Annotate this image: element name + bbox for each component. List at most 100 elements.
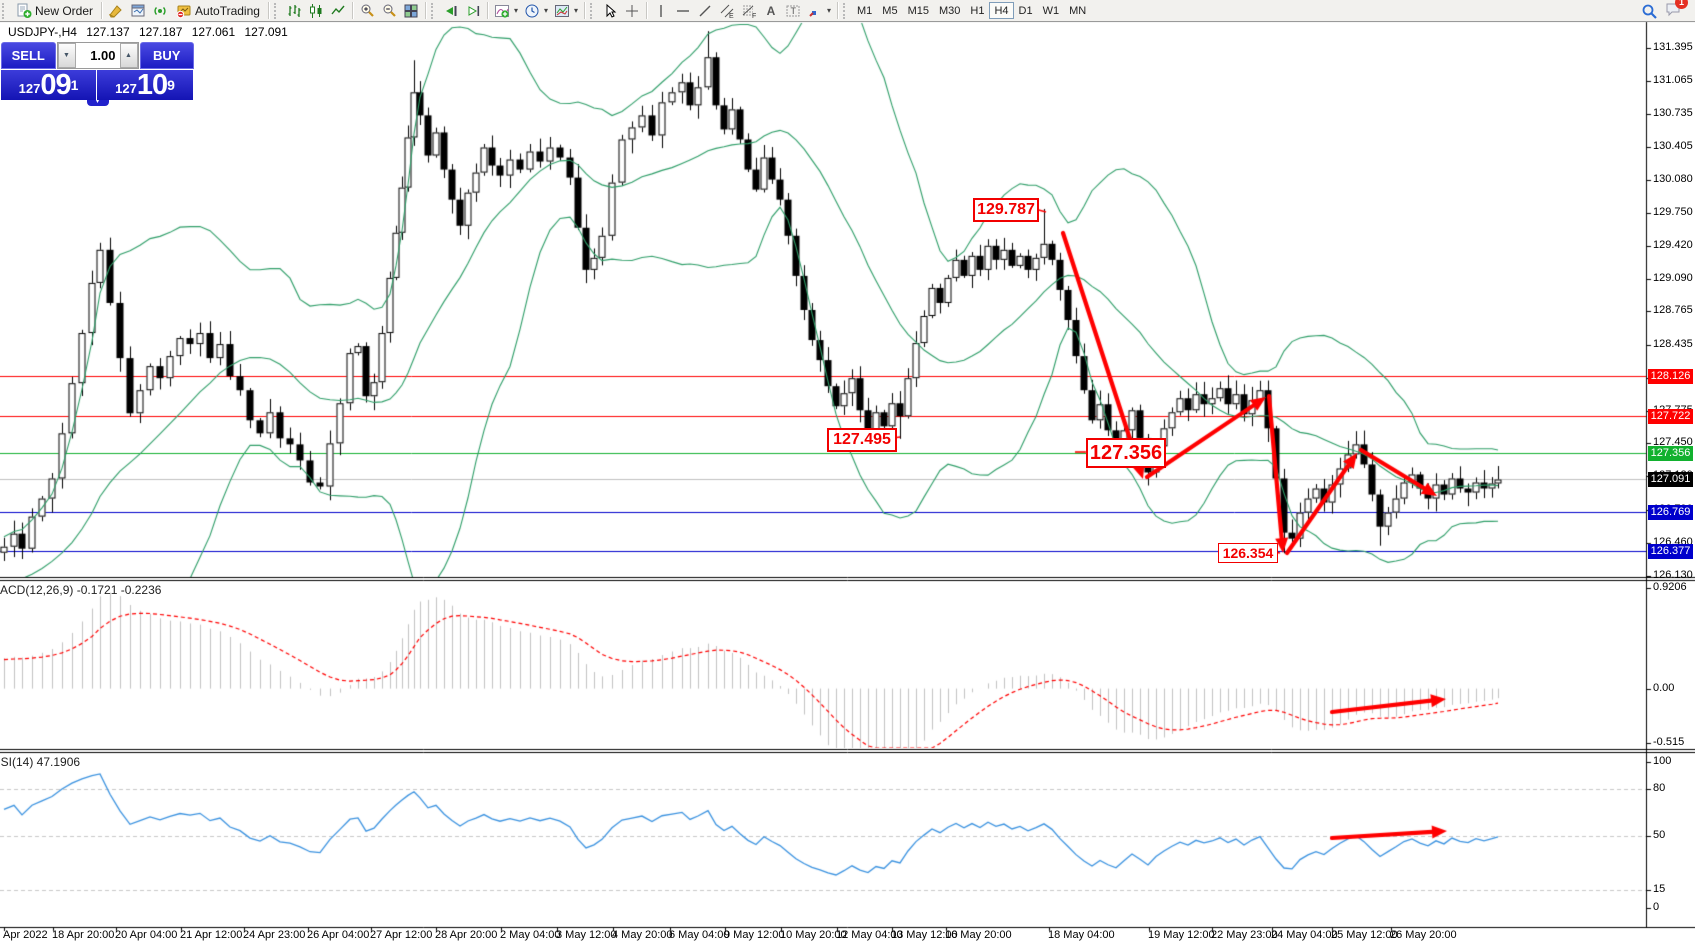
sell-price-small: 127 [18, 81, 41, 96]
price-annotation[interactable]: 129.787 [973, 198, 1039, 222]
price-level-tag[interactable]: 126.769 [1648, 504, 1693, 520]
arrow-shapes-icon [807, 3, 823, 19]
rsi-axis-tick: 100 [1653, 755, 1672, 767]
date-axis-label: 3 May 12:00 [556, 929, 617, 941]
date-axis-label: 16 May 20:00 [945, 929, 1012, 941]
cursor-button[interactable] [599, 1, 621, 20]
indicators-caret: ▾ [513, 6, 518, 15]
fibonacci-button[interactable]: F [738, 1, 760, 20]
one-click-collapse-handle[interactable]: ▾ [86, 99, 109, 106]
auto-scroll-icon [443, 3, 459, 19]
new-order-button[interactable]: New Order [11, 1, 98, 20]
new-order-icon [16, 3, 32, 19]
notification-badge: 1 [1675, 0, 1688, 9]
trendline-button[interactable] [694, 1, 716, 20]
timeframe-button-H1[interactable]: H1 [965, 2, 989, 19]
price-level-tag[interactable]: 127.722 [1648, 409, 1693, 425]
autotrading-button[interactable]: AutoTrading [171, 1, 265, 20]
volume-increase-button[interactable]: ▲ [119, 43, 138, 68]
price-annotation[interactable]: 126.354 [1218, 543, 1278, 563]
price-level-tag[interactable]: 128.126 [1648, 368, 1693, 384]
timeframe-button-M1[interactable]: M1 [852, 2, 877, 19]
rsi-label: RSI(14) 47.1906 [0, 755, 81, 769]
volume-decrease-button[interactable]: ▼ [57, 43, 76, 68]
arrow-shapes-button[interactable]: ▾ [804, 1, 834, 20]
templates-button[interactable]: ▾ [551, 1, 581, 20]
timeframe-button-M15[interactable]: M15 [903, 2, 934, 19]
text-button[interactable]: A [760, 1, 782, 20]
data-window-button[interactable] [149, 1, 171, 20]
current-price-tag: 127.091 [1648, 472, 1693, 488]
price-level-tag[interactable]: 126.377 [1648, 544, 1693, 559]
price-axis-tick: 130.405 [1653, 139, 1693, 152]
bar-chart-icon [286, 3, 302, 19]
new-chart-icon [108, 3, 124, 19]
date-axis-label: 22 May 23:00 [1211, 929, 1278, 941]
profiles-icon [130, 3, 146, 19]
sell-button[interactable]: SELL [1, 42, 56, 69]
crosshair-button[interactable] [621, 1, 643, 20]
text-label-button[interactable]: T [782, 1, 804, 20]
cursor-icon [602, 3, 618, 19]
buy-price[interactable]: 127 10 9 [97, 70, 193, 100]
price-axis-tick: 127.450 [1653, 436, 1693, 449]
buy-button[interactable]: BUY [139, 42, 194, 69]
text-label-icon: T [785, 3, 801, 19]
toolbar: New Order AutoTrading [0, 0, 1695, 22]
price-axis-tick: 128.435 [1653, 337, 1693, 350]
price-axis-tick: 130.735 [1653, 106, 1693, 119]
vertical-line-button[interactable] [650, 1, 672, 20]
crosshair-icon [624, 3, 640, 19]
date-axis-label: 24 May 04:00 [1271, 929, 1338, 941]
volume-input[interactable] [75, 43, 120, 68]
price-axis-tick: 128.765 [1653, 304, 1693, 317]
symbol-period: USDJPY-,H4 [8, 25, 77, 39]
rsi-axis-tick: 50 [1653, 829, 1666, 841]
timeframe-button-H4[interactable]: H4 [989, 2, 1014, 19]
indicators-button[interactable]: ▾ [491, 1, 521, 20]
horizontal-line-button[interactable] [672, 1, 694, 20]
timeframe-button-W1[interactable]: W1 [1038, 2, 1065, 19]
rsi-axis-tick: 80 [1653, 782, 1666, 794]
chart-shift-button[interactable] [462, 1, 484, 20]
rsi-axis-tick: 0 [1653, 901, 1660, 913]
timeframe-button-MN[interactable]: MN [1064, 2, 1091, 19]
search-icon[interactable] [1641, 3, 1657, 19]
equidistant-channel-button[interactable]: E [716, 1, 738, 20]
buy-price-big: 10 [136, 69, 168, 101]
price-level-tag[interactable]: 127.356 [1648, 445, 1693, 461]
notifications-button[interactable]: 1 [1665, 0, 1688, 20]
timeframe-button-M30[interactable]: M30 [934, 2, 965, 19]
date-axis-label: 6 May 04:00 [669, 929, 730, 941]
ohlc-low: 127.061 [191, 25, 236, 39]
sell-price-big: 09 [40, 69, 71, 101]
autotrading-label: AutoTrading [195, 3, 260, 18]
chart-ohlc-header: USDJPY-,H4 127.137 127.187 127.061 127.0… [8, 25, 294, 39]
tile-windows-button[interactable] [400, 1, 422, 20]
price-annotation[interactable]: 127.356 [1086, 438, 1166, 468]
zoom-out-icon [381, 3, 397, 19]
volume-box: ▼ ▲ [56, 42, 139, 69]
svg-text:F: F [752, 13, 756, 19]
zoom-in-button[interactable] [356, 1, 378, 20]
line-chart-button[interactable] [327, 1, 349, 20]
bar-chart-button[interactable] [283, 1, 305, 20]
price-annotation[interactable]: 127.495 [827, 428, 897, 452]
date-axis-label: 21 Apr 12:00 [180, 929, 243, 941]
auto-scroll-button[interactable] [440, 1, 462, 20]
date-axis-label: 20 Apr 04:00 [115, 929, 178, 941]
timeframe-button-D1[interactable]: D1 [1014, 2, 1038, 19]
date-axis-label: 10 May 20:00 [780, 929, 847, 941]
zoom-out-button[interactable] [378, 1, 400, 20]
new-chart-button[interactable] [105, 1, 127, 20]
sell-price[interactable]: 127 09 1 [1, 70, 96, 100]
candlestick-button[interactable] [305, 1, 327, 20]
timeframe-button-M5[interactable]: M5 [877, 2, 902, 19]
profiles-button[interactable] [127, 1, 149, 20]
price-axis-tick: 129.090 [1653, 271, 1693, 284]
macd-axis-tick: -0.515 [1653, 736, 1685, 748]
periods-button[interactable]: ▾ [521, 1, 551, 20]
price-axis-tick: 129.420 [1653, 238, 1693, 251]
